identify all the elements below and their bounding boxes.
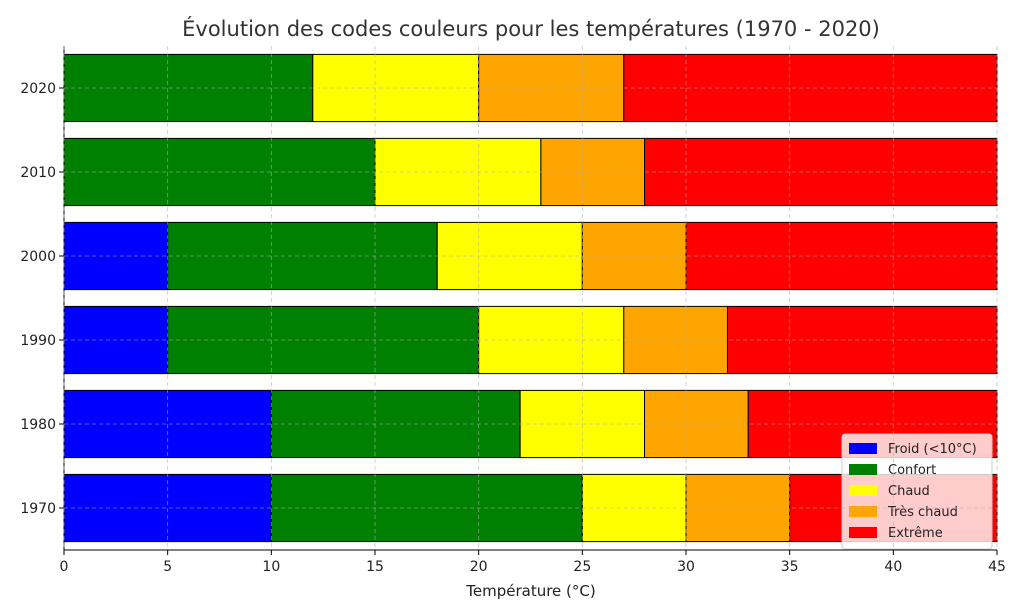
x-tick-label-8: 40	[884, 559, 902, 575]
legend-label-1: Confort	[888, 463, 936, 478]
x-tick-label-6: 30	[677, 559, 695, 575]
x-axis-label: Température (°C)	[465, 582, 595, 600]
y-tick-label-1980: 1980	[20, 417, 56, 433]
legend-swatch-0	[849, 443, 877, 454]
legend-label-4: Extrême	[888, 526, 943, 541]
x-tick-label-4: 20	[470, 559, 488, 575]
y-ticks: 1970 1980 1990 2000 2010 2020	[20, 81, 64, 517]
legend-box	[841, 433, 993, 550]
legend-label-3: Très chaud	[887, 505, 958, 520]
chart-title: Évolution des codes couleurs pour les te…	[182, 16, 880, 41]
x-tick-label-2: 10	[262, 559, 280, 575]
legend-swatch-2	[849, 485, 877, 496]
y-tick-label-2000: 2000	[20, 249, 56, 265]
x-tick-label-1: 5	[163, 559, 172, 575]
legend: Froid (<10°C) Confort Chaud Très chaud Extrê…	[841, 433, 993, 550]
legend-swatch-3	[849, 506, 877, 517]
x-tick-label-5: 25	[573, 559, 591, 575]
legend-label-0: Froid (<10°C)	[888, 442, 977, 457]
x-tick-label-9: 45	[988, 559, 1006, 575]
y-tick-label-2020: 2020	[20, 81, 56, 97]
legend-label-2: Chaud	[888, 484, 930, 499]
x-tick-label-3: 15	[366, 559, 384, 575]
grid	[63, 46, 998, 550]
legend-swatch-4	[849, 527, 877, 538]
x-tick-label-0: 0	[60, 559, 69, 575]
y-tick-label-2010: 2010	[20, 165, 56, 181]
legend-swatch-1	[849, 464, 877, 475]
y-tick-label-1970: 1970	[20, 501, 56, 517]
x-ticks: 0 5 10 15 20 25 30 35 40 45	[60, 550, 1006, 575]
y-tick-label-1990: 1990	[20, 333, 56, 349]
x-tick-label-7: 35	[781, 559, 799, 575]
